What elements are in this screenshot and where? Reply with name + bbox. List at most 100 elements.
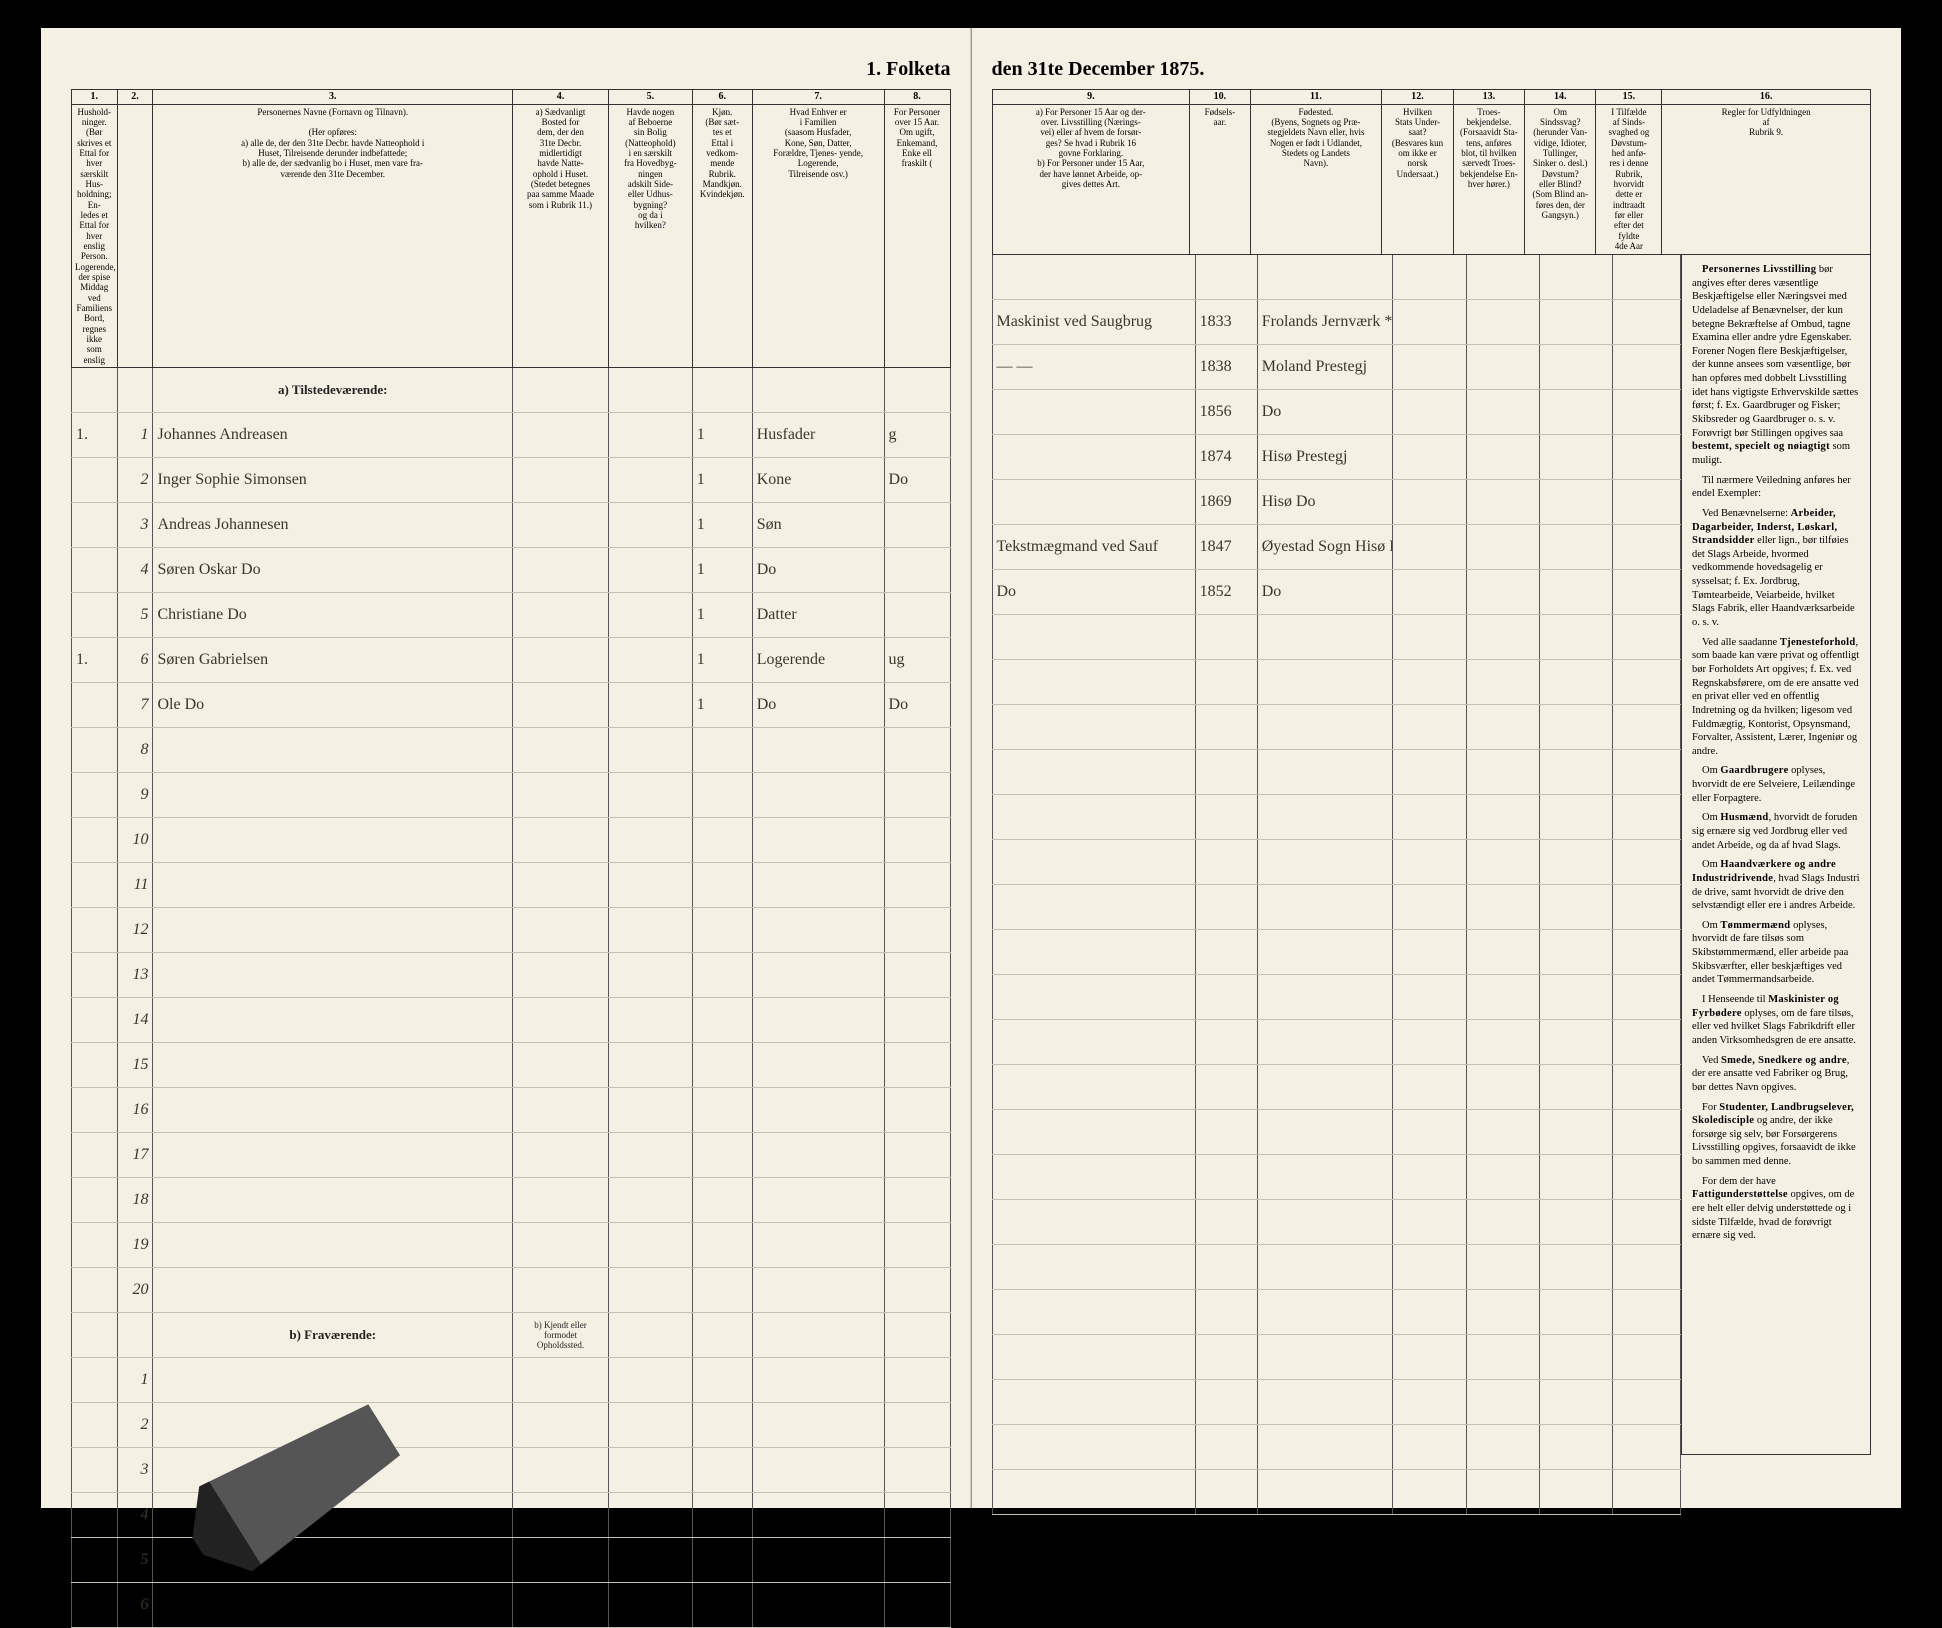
cell [884,1358,950,1403]
table-row: 1874Hisø Prestegj [992,435,1681,480]
cell [752,1583,884,1628]
cell [513,1268,609,1313]
cell [692,1043,752,1088]
cell [1393,435,1466,480]
cell [692,1583,752,1628]
cell [884,773,950,818]
cell [608,683,692,728]
cell [692,908,752,953]
cell [513,728,609,773]
col-header: 13.Troes-bekjendelse.(Forsaavidt Sta-ten… [1453,90,1524,255]
cell [1613,1065,1681,1110]
cell [513,548,609,593]
cell [1466,975,1539,1020]
table-row [992,255,1681,300]
table-row: 11 [72,863,951,908]
cell [692,1538,752,1583]
cell [1195,1110,1257,1155]
cell: Do [1257,390,1392,435]
cell [884,368,950,413]
cell [992,1335,1195,1380]
cell [1393,660,1466,705]
cell [1539,1470,1612,1515]
col-header: 2. [117,90,153,368]
cell [752,1223,884,1268]
cell: 12 [117,908,153,953]
cell [513,413,609,458]
cell [72,1268,118,1313]
cell [1257,705,1392,750]
cell [1613,1245,1681,1290]
table-row: 17 [72,1133,951,1178]
col-header: 3.Personernes Navne (Fornavn og Tilnavn)… [153,90,513,368]
table-row [992,975,1681,1020]
cell [992,390,1195,435]
cell [72,683,118,728]
cell: Søren Oskar Do [153,548,513,593]
cell [1195,750,1257,795]
instruction-paragraph: Til nærmere Veiledning anføres her endel… [1692,474,1860,501]
cell [608,1088,692,1133]
cell [1466,930,1539,975]
cell [153,1178,513,1223]
cell [1613,930,1681,975]
cell [1539,435,1612,480]
cell [1466,615,1539,660]
cell [752,1133,884,1178]
cell [884,1313,950,1358]
cell [1539,1200,1612,1245]
cell [1466,480,1539,525]
table-row: Tekstmægmand ved Sauf1847Øyestad Sogn Hi… [992,525,1681,570]
instruction-paragraph: For Studenter, Landbrugselever, Skoledis… [1692,1101,1860,1169]
cell [752,1088,884,1133]
cell: Tekstmægmand ved Sauf [992,525,1195,570]
cell [1195,1200,1257,1245]
cell [692,1178,752,1223]
cell [153,863,513,908]
table-row [992,1290,1681,1335]
cell [1539,1380,1612,1425]
table-row: 20 [72,1268,951,1313]
cell [153,1043,513,1088]
cell [1466,300,1539,345]
cell [752,1268,884,1313]
cell [884,1178,950,1223]
cell [884,728,950,773]
cell [1539,930,1612,975]
cell [1257,1245,1392,1290]
cell: 20 [117,1268,153,1313]
cell: Søn [752,503,884,548]
cell: Andreas Johannesen [153,503,513,548]
cell [1613,975,1681,1020]
cell: Maskinist ved Saugbrug [992,300,1195,345]
cell: 15 [117,1043,153,1088]
cell [692,1493,752,1538]
table-row [992,930,1681,975]
cell [992,1155,1195,1200]
cell [992,1425,1195,1470]
cell [1613,1200,1681,1245]
cell: Frolands Jernværk ** Prestegj [1257,300,1392,345]
cell [608,1493,692,1538]
cell [1613,300,1681,345]
cell: Øyestad Sogn Hisø Prestegj [1257,525,1392,570]
cell [72,728,118,773]
cell [72,1583,118,1628]
cell: 1847 [1195,525,1257,570]
cell [1195,885,1257,930]
cell: 4 [117,548,153,593]
cell [1393,1425,1466,1470]
body-table-left: a) Tilstedeværende:1.1Johannes Andreasen… [71,368,951,1628]
cell [513,818,609,863]
cell: Kone [752,458,884,503]
cell [513,1223,609,1268]
cell [992,975,1195,1020]
table-row: 2 [72,1403,951,1448]
cell [692,368,752,413]
cell [513,1133,609,1178]
cell [72,1223,118,1268]
section-header-b: b) Fraværende:b) Kjendt ellerformodetOph… [72,1313,951,1358]
table-row: 4Søren Oskar Do 1 Do [72,548,951,593]
instruction-paragraph: Om Haandværkere og andre Industridrivend… [1692,858,1860,913]
cell [608,368,692,413]
